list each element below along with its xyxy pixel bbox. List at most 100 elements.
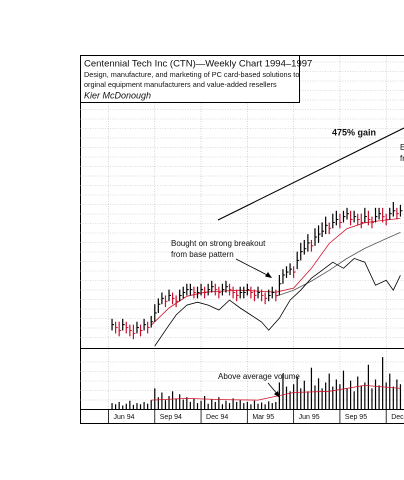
volume-bar bbox=[122, 405, 124, 409]
volume-bar bbox=[136, 403, 138, 409]
volume-bar bbox=[150, 400, 152, 409]
volume-bar bbox=[264, 404, 266, 409]
volume-bar bbox=[378, 385, 380, 409]
volume-bar bbox=[228, 403, 231, 409]
volume-bar bbox=[367, 364, 369, 409]
volume-bar bbox=[189, 401, 191, 409]
arrow bbox=[235, 258, 272, 278]
volume-bar bbox=[154, 388, 156, 409]
volume-bar bbox=[293, 384, 295, 409]
volume-bar bbox=[193, 398, 195, 409]
volume-bar bbox=[115, 404, 117, 409]
chart-title: Centennial Tech Inc (CTN)—Weekly Chart 1… bbox=[84, 59, 312, 70]
volume-bar bbox=[147, 403, 149, 409]
volume-bar bbox=[168, 396, 170, 409]
volume-bar bbox=[303, 380, 305, 409]
volume-bar bbox=[310, 367, 313, 409]
line-series bbox=[154, 257, 401, 347]
volume-bar bbox=[246, 401, 248, 409]
volume-bar bbox=[171, 391, 174, 409]
volume-bar bbox=[300, 388, 302, 409]
volume-bar bbox=[232, 398, 234, 409]
volume-bar bbox=[282, 373, 284, 409]
volume-bar bbox=[357, 376, 359, 409]
volume-bar bbox=[321, 388, 323, 409]
volume-bar bbox=[253, 400, 256, 409]
grid bbox=[80, 56, 404, 409]
volume-bar bbox=[218, 397, 220, 409]
volume-bar bbox=[364, 382, 366, 409]
annotation: E bbox=[400, 143, 404, 152]
annotation: Above average volume bbox=[218, 372, 300, 381]
volume-bar bbox=[339, 384, 341, 409]
volume-bar bbox=[164, 400, 167, 409]
volume-bar bbox=[196, 403, 199, 409]
volume-bar bbox=[399, 384, 402, 409]
volume-bar bbox=[118, 401, 120, 409]
volume-bar bbox=[236, 401, 238, 409]
volume-bar bbox=[349, 380, 352, 409]
volume-bar bbox=[200, 400, 202, 409]
volume-bar bbox=[371, 388, 373, 409]
volume-bar bbox=[307, 391, 309, 409]
volume-bar bbox=[211, 399, 213, 409]
volume-bar bbox=[268, 401, 270, 409]
volume-bar bbox=[317, 378, 320, 409]
volume-bar bbox=[204, 396, 206, 409]
volume-bar bbox=[221, 404, 224, 409]
volume-bar bbox=[161, 392, 163, 409]
annotation: fr bbox=[400, 154, 404, 163]
volume-bar bbox=[182, 399, 184, 409]
volume-bar bbox=[239, 400, 241, 409]
x-tick-label: Dec 94 bbox=[206, 414, 228, 421]
volume-bar bbox=[257, 403, 259, 409]
volume-bar bbox=[325, 382, 327, 409]
volume-bar bbox=[314, 385, 316, 409]
volume-bar bbox=[332, 386, 334, 409]
arrow-head bbox=[265, 272, 272, 278]
volume-bar bbox=[392, 386, 394, 409]
volume-bar bbox=[186, 397, 188, 409]
volume-bar bbox=[111, 403, 113, 409]
x-tick-label: Jun 94 bbox=[113, 414, 134, 421]
volume-bar bbox=[342, 370, 345, 409]
volume-bar bbox=[132, 404, 135, 409]
x-tick-label: Mar 95 bbox=[252, 414, 274, 421]
volume-bar bbox=[335, 379, 337, 409]
volume-bar bbox=[275, 401, 277, 409]
volume-bar bbox=[139, 404, 142, 409]
x-tick-label: Dec 95 bbox=[391, 414, 404, 421]
volume-bar bbox=[285, 386, 288, 409]
x-tick-label: Jun 95 bbox=[299, 414, 320, 421]
volume-bar bbox=[346, 388, 348, 409]
volume-bar bbox=[125, 403, 127, 409]
marks: Jun 94 Sep 94 Dec 94 Mar 95 Jun 95 Sep 95 Dec … bbox=[108, 202, 404, 424]
trend-line bbox=[217, 127, 404, 221]
volume-bar bbox=[260, 402, 263, 409]
volume-bar bbox=[250, 404, 252, 409]
volume-bar bbox=[214, 401, 216, 409]
arrow-head bbox=[274, 391, 280, 398]
volume-bar bbox=[175, 398, 177, 409]
volume-bar bbox=[374, 379, 377, 409]
line-series bbox=[151, 384, 401, 401]
volume-bar bbox=[157, 397, 159, 409]
title-box bbox=[80, 55, 300, 103]
volume-bar bbox=[143, 401, 145, 409]
volume-bar bbox=[225, 400, 227, 409]
subtitle: orginal equipment manufacturers and valu… bbox=[84, 80, 277, 89]
volume-bar bbox=[129, 400, 131, 409]
volume-bar bbox=[179, 394, 181, 409]
subtitle: Design, manufacture, and marketing of PC… bbox=[84, 70, 299, 79]
author: Kier McDonough bbox=[84, 90, 151, 100]
volume-bar bbox=[271, 403, 273, 409]
x-tick-label: Sep 94 bbox=[160, 414, 182, 421]
volume-bar bbox=[396, 379, 398, 409]
volume-bar bbox=[382, 357, 384, 409]
volume-bar bbox=[389, 373, 391, 409]
annotation: from base pattern bbox=[171, 250, 234, 259]
volume-bar bbox=[289, 391, 291, 409]
volume-bar bbox=[207, 403, 209, 409]
